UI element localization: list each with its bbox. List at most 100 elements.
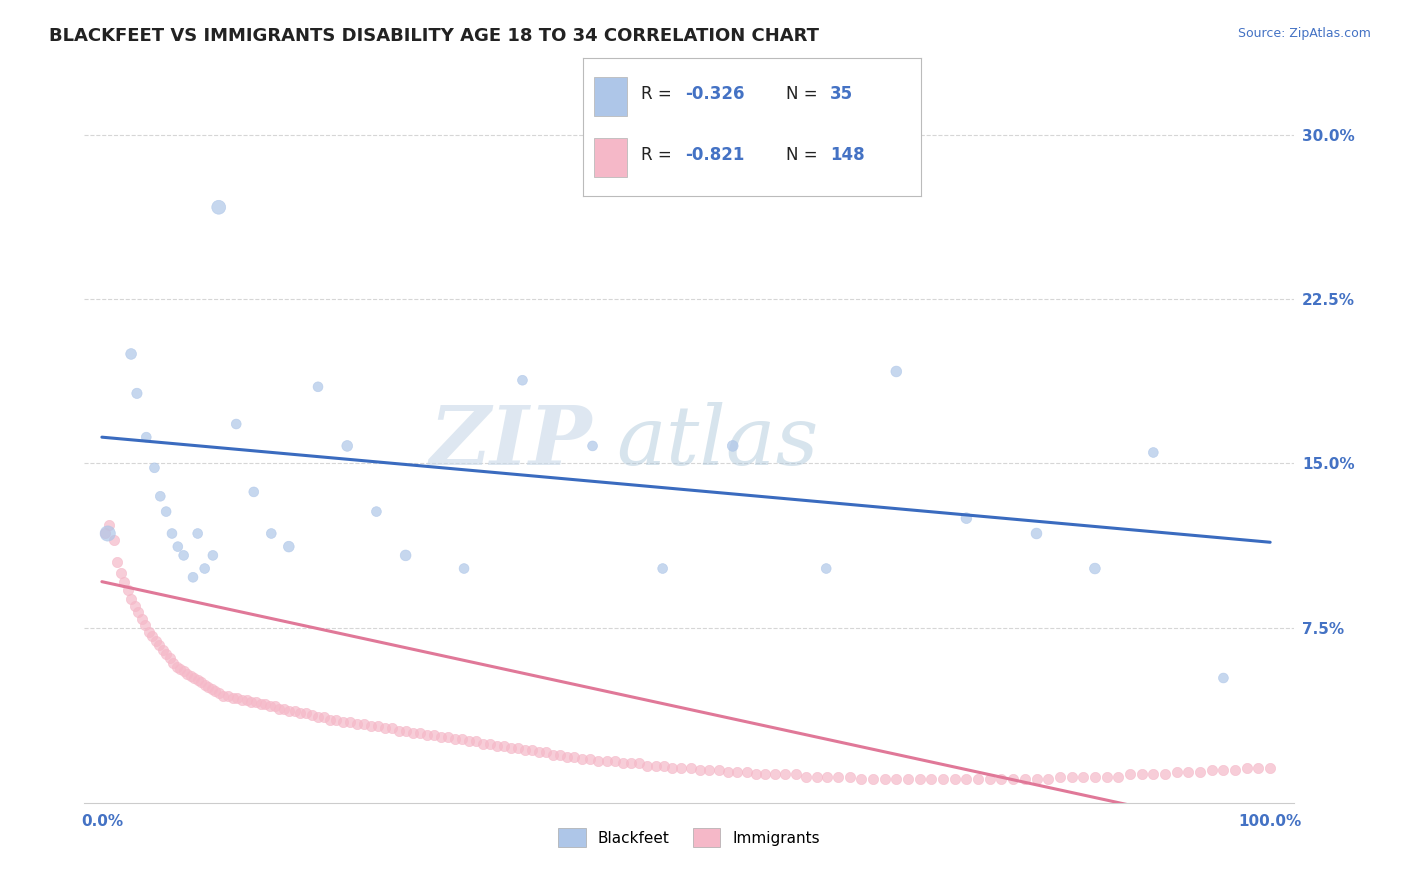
Point bbox=[806, 770, 828, 784]
Point bbox=[240, 695, 263, 709]
Point bbox=[785, 767, 807, 781]
Point bbox=[197, 680, 219, 694]
Point bbox=[231, 693, 253, 707]
Point bbox=[277, 540, 299, 554]
Point bbox=[555, 749, 578, 764]
Point bbox=[208, 200, 231, 214]
Point bbox=[366, 505, 388, 519]
Point bbox=[120, 347, 142, 361]
Point bbox=[1236, 761, 1258, 775]
Point bbox=[301, 708, 323, 723]
Point bbox=[620, 756, 643, 771]
Point bbox=[249, 698, 271, 712]
Point bbox=[679, 761, 702, 775]
FancyBboxPatch shape bbox=[593, 138, 627, 177]
Point bbox=[721, 439, 744, 453]
Point bbox=[173, 665, 195, 679]
Point bbox=[325, 713, 347, 727]
Point bbox=[395, 723, 418, 738]
Point bbox=[571, 752, 593, 766]
Point bbox=[242, 484, 264, 499]
Point bbox=[181, 570, 204, 584]
Point bbox=[595, 754, 617, 768]
Point bbox=[588, 754, 610, 768]
Point bbox=[1212, 671, 1234, 685]
Point bbox=[225, 417, 247, 431]
Point bbox=[1025, 772, 1047, 786]
Point bbox=[269, 701, 291, 715]
Point bbox=[1247, 761, 1270, 775]
Point bbox=[1049, 770, 1071, 784]
Text: atlas: atlas bbox=[616, 401, 818, 482]
Point bbox=[395, 549, 418, 563]
Point bbox=[429, 730, 451, 744]
Point bbox=[415, 728, 437, 742]
Point bbox=[1038, 772, 1060, 786]
Point bbox=[290, 706, 312, 720]
Point bbox=[1130, 767, 1153, 781]
Point bbox=[260, 526, 283, 541]
Point bbox=[464, 734, 486, 748]
Point bbox=[117, 583, 139, 598]
Point bbox=[254, 698, 277, 712]
Point bbox=[97, 526, 120, 541]
Point bbox=[541, 747, 564, 762]
Point bbox=[932, 772, 955, 786]
Point bbox=[725, 765, 748, 780]
Point bbox=[1154, 767, 1177, 781]
Text: 148: 148 bbox=[830, 145, 865, 164]
Point bbox=[661, 761, 683, 775]
Point bbox=[159, 651, 181, 665]
Point bbox=[884, 772, 907, 786]
Point bbox=[735, 765, 758, 780]
Point bbox=[548, 747, 571, 762]
Point bbox=[512, 373, 534, 387]
Point bbox=[120, 592, 142, 607]
Point bbox=[149, 489, 172, 503]
Point bbox=[450, 732, 472, 747]
Point bbox=[332, 714, 354, 729]
Point bbox=[160, 526, 183, 541]
Point bbox=[180, 669, 202, 683]
Point bbox=[401, 725, 423, 739]
Point bbox=[141, 629, 163, 643]
Point bbox=[217, 689, 239, 703]
Point bbox=[443, 732, 465, 747]
Point bbox=[381, 722, 404, 736]
Text: -0.326: -0.326 bbox=[685, 85, 744, 103]
Point bbox=[318, 713, 340, 727]
Text: N =: N = bbox=[786, 145, 817, 164]
Point bbox=[897, 772, 920, 786]
Point bbox=[815, 770, 838, 784]
Point bbox=[644, 758, 666, 772]
Text: 35: 35 bbox=[830, 85, 853, 103]
Point bbox=[628, 756, 651, 771]
Point bbox=[1060, 770, 1083, 784]
Point bbox=[155, 647, 177, 661]
Point bbox=[245, 695, 267, 709]
Point bbox=[1189, 765, 1212, 780]
Point bbox=[838, 770, 860, 784]
Point bbox=[307, 710, 329, 724]
Point bbox=[204, 684, 226, 698]
Point bbox=[155, 505, 177, 519]
Point bbox=[652, 758, 675, 772]
Point bbox=[436, 730, 458, 744]
Point bbox=[169, 662, 191, 676]
Point bbox=[187, 526, 209, 541]
Point bbox=[827, 770, 849, 784]
Point bbox=[336, 439, 359, 453]
Point bbox=[763, 767, 786, 781]
Point bbox=[194, 561, 217, 575]
Text: R =: R = bbox=[641, 85, 672, 103]
Point bbox=[212, 689, 235, 703]
Point bbox=[259, 699, 281, 714]
Point bbox=[222, 690, 245, 705]
Point bbox=[273, 701, 295, 715]
Point bbox=[1258, 761, 1281, 775]
Point bbox=[1084, 561, 1107, 575]
Point bbox=[134, 618, 156, 632]
Point bbox=[94, 526, 117, 541]
Point bbox=[1119, 767, 1142, 781]
Point bbox=[485, 739, 508, 753]
